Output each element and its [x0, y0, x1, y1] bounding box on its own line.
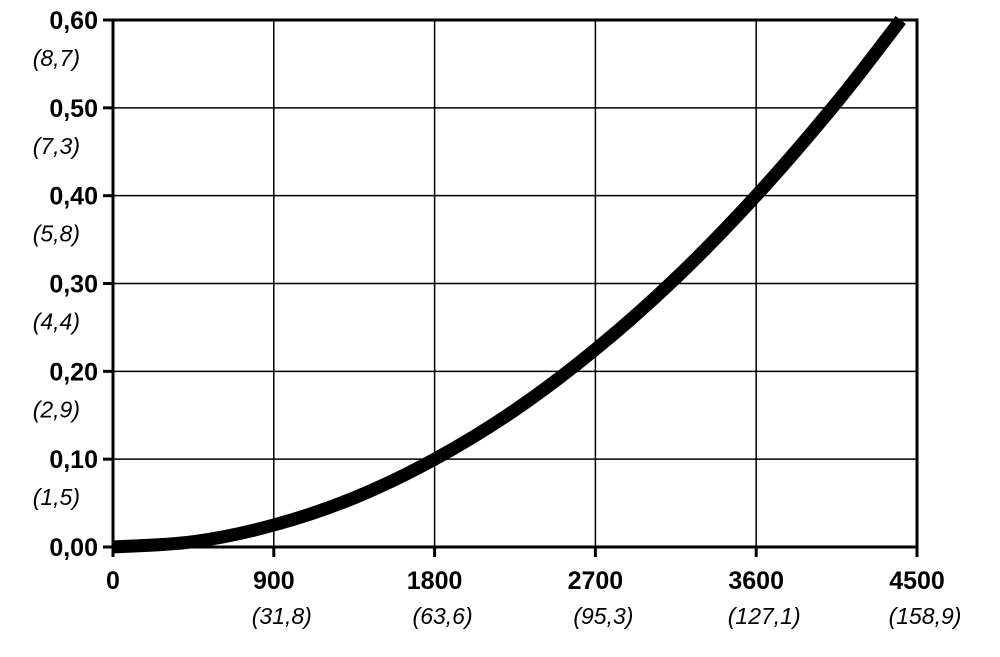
tick-labels: 0 900 (31,8) 1800 (63,6) 2700 (95,3) 3600 (127,1…	[33, 7, 962, 629]
x-tick-label: 1800	[407, 567, 463, 595]
series-line	[112, 16, 906, 554]
y-tick-label: 0,00	[49, 534, 98, 562]
x-tick-sublabel: (127,1)	[728, 603, 801, 629]
y-tick-label: 0,50	[49, 95, 98, 123]
x-tick-label: 2700	[568, 567, 624, 595]
y-tick-sublabel: (2,9)	[33, 396, 80, 422]
plot-frame	[111, 18, 919, 549]
x-tick-label: 900	[253, 567, 295, 595]
x-tick-label: 0	[106, 567, 120, 595]
y-tick-sublabel: (5,8)	[33, 221, 80, 247]
y-tick-label: 0,60	[49, 7, 98, 35]
x-tick-sublabel: (158,9)	[889, 603, 962, 629]
y-tick-label: 0,10	[49, 446, 98, 474]
y-tick-label: 0,40	[49, 183, 98, 211]
curve-layer	[112, 16, 906, 554]
axes	[103, 18, 919, 557]
y-tick-sublabel: (7,3)	[33, 133, 80, 159]
y-tick-sublabel: (1,5)	[33, 484, 80, 510]
x-tick-sublabel: (31,8)	[252, 603, 312, 629]
x-tick-sublabel: (63,6)	[413, 603, 473, 629]
x-tick-sublabel: (95,3)	[573, 603, 633, 629]
y-tick-sublabel: (4,4)	[33, 309, 80, 335]
y-tick-label: 0,30	[49, 271, 98, 299]
y-tick-label: 0,20	[49, 358, 98, 386]
x-tick-label: 4500	[889, 567, 945, 595]
y-tick-sublabel: (8,7)	[33, 45, 80, 71]
x-tick-label: 3600	[728, 567, 784, 595]
grid	[113, 19, 918, 547]
